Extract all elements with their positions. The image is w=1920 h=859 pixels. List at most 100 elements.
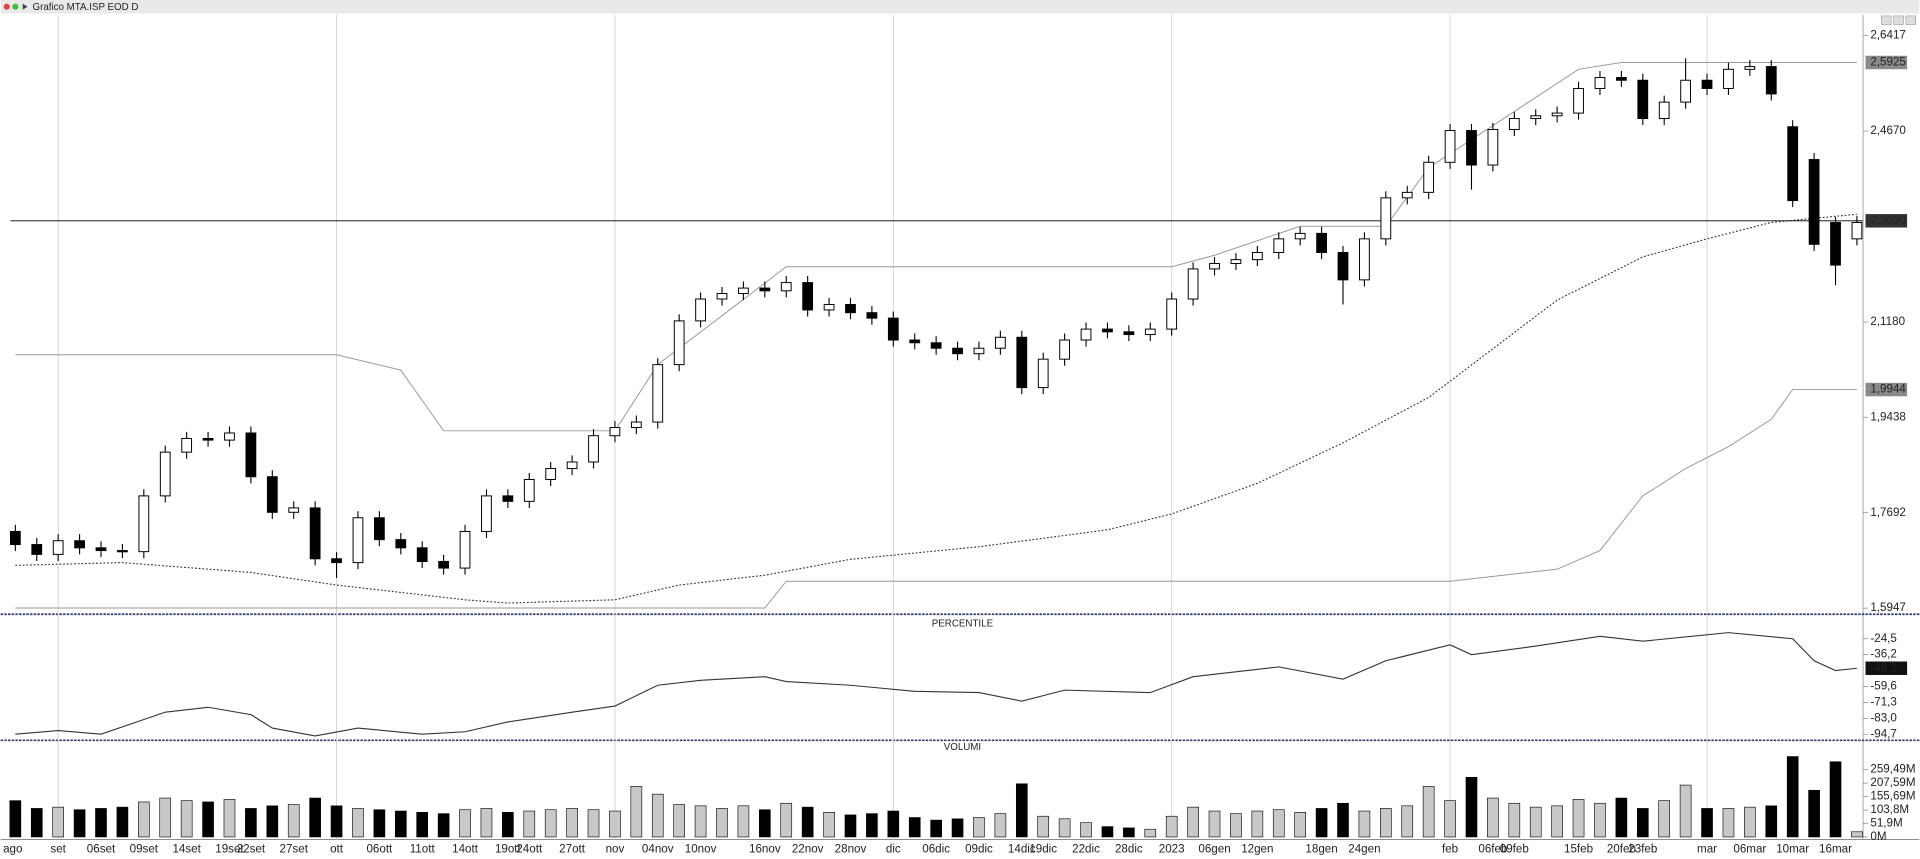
x-tick-label: 09dic — [965, 842, 993, 855]
candle-body — [930, 342, 942, 349]
volume-bar — [844, 814, 857, 838]
volume-bar — [1144, 828, 1157, 838]
volume-bar — [9, 800, 22, 838]
window-button[interactable] — [1881, 15, 1892, 25]
candle-body — [952, 347, 963, 355]
band-line — [15, 389, 1857, 609]
x-tick-label: dic — [886, 842, 901, 855]
volume-bar — [1722, 808, 1735, 838]
candle-body — [1830, 221, 1841, 266]
volume-bar — [759, 809, 771, 838]
volume-bar — [1786, 756, 1799, 838]
price-label-box — [1865, 214, 1908, 228]
candle-body — [609, 427, 621, 437]
close-dot[interactable] — [3, 3, 10, 10]
x-tick-label: 19dic — [1029, 842, 1057, 855]
candle-body — [1723, 68, 1734, 89]
x-tick-label: feb — [1442, 842, 1458, 855]
volume-bar — [1422, 786, 1435, 838]
x-tick-label: 22dic — [1072, 842, 1100, 855]
volume-bar — [1294, 812, 1306, 838]
volume-bar — [609, 810, 621, 838]
x-tick-label: 23feb — [1628, 842, 1657, 855]
y-tick-label: -59,6 — [1870, 680, 1896, 693]
volume-bar — [437, 813, 450, 838]
candle-body — [1658, 101, 1670, 120]
volume-bar — [352, 808, 364, 838]
window-button[interactable] — [1893, 15, 1904, 25]
level-label-box — [1865, 382, 1908, 397]
x-tick-label: 14set — [172, 842, 201, 855]
volume-bar — [1358, 810, 1371, 838]
candle-body — [1808, 159, 1820, 245]
candle-body — [309, 507, 321, 560]
volume-bar — [1123, 827, 1135, 838]
volume-bar — [202, 801, 214, 838]
candle-body — [1401, 191, 1413, 199]
max-dot[interactable] — [12, 3, 19, 10]
volume-bar — [908, 817, 921, 838]
candle-body — [1059, 339, 1071, 360]
volume-bar — [502, 812, 514, 838]
y-tick-label: -36,2 — [1870, 648, 1896, 661]
candle-body — [1209, 262, 1220, 270]
candle-body — [523, 478, 535, 502]
volume-bar — [673, 804, 685, 838]
candle-body — [630, 421, 642, 429]
y-tick-label: 1,7692 — [1870, 506, 1906, 519]
candle-body — [1637, 79, 1649, 120]
pane-title: VOLUMI — [944, 742, 981, 753]
x-tick-label: 09feb — [1500, 842, 1529, 855]
volume-bar — [694, 805, 707, 838]
window-button[interactable] — [1905, 15, 1916, 25]
volume-bar — [1187, 806, 1199, 838]
level-label-box — [1865, 55, 1908, 70]
candle-body — [1444, 130, 1456, 163]
candle-body — [1080, 328, 1092, 341]
candle-body — [887, 317, 899, 341]
candle-body — [973, 347, 985, 355]
x-tick-label: 16nov — [749, 842, 781, 855]
y-tick-label: -71,3 — [1870, 695, 1896, 708]
volume-bar — [1101, 826, 1114, 838]
x-tick-label: 24ott — [516, 842, 543, 855]
candle-body — [138, 495, 150, 553]
volume-bar — [95, 808, 107, 838]
volume-bar — [1037, 815, 1050, 838]
candle-body — [1765, 66, 1777, 95]
candle-body — [1615, 77, 1627, 81]
play-icon[interactable] — [22, 3, 28, 10]
x-tick-label: 06mar — [1733, 842, 1766, 855]
volume-bar — [866, 813, 878, 838]
x-tick-label: 19ott — [495, 842, 522, 855]
y-tick-label: -94,7 — [1870, 727, 1896, 740]
volume-bar — [523, 810, 536, 838]
volume-bar — [287, 804, 300, 838]
x-tick-label: set — [50, 842, 66, 855]
volume-bar — [1208, 810, 1221, 838]
candle-body — [1851, 221, 1863, 240]
x-tick-label: 10mar — [1776, 842, 1809, 855]
candle-body — [823, 303, 835, 311]
volume-bar — [1337, 802, 1349, 838]
percentile-last-text: -46,2 — [1870, 661, 1896, 674]
candle-body — [845, 303, 856, 314]
x-tick-label: ago — [3, 842, 22, 855]
candle-body — [738, 287, 749, 295]
x-tick-label: mar — [1697, 842, 1717, 855]
x-tick-label: 06gen — [1198, 842, 1230, 855]
volume-bar — [1744, 806, 1756, 838]
volume-bar — [651, 793, 664, 838]
x-tick-label: 11ott — [410, 842, 436, 855]
candle-body — [1144, 328, 1156, 336]
candle-body — [74, 540, 85, 549]
candle-body — [909, 339, 921, 344]
candle-body — [266, 476, 278, 513]
candle-body — [95, 547, 107, 552]
volume-bar — [1765, 805, 1778, 838]
volume-bar — [223, 799, 236, 838]
candle-body — [1594, 77, 1606, 89]
candle-body — [224, 432, 235, 441]
volume-bar — [459, 809, 471, 838]
